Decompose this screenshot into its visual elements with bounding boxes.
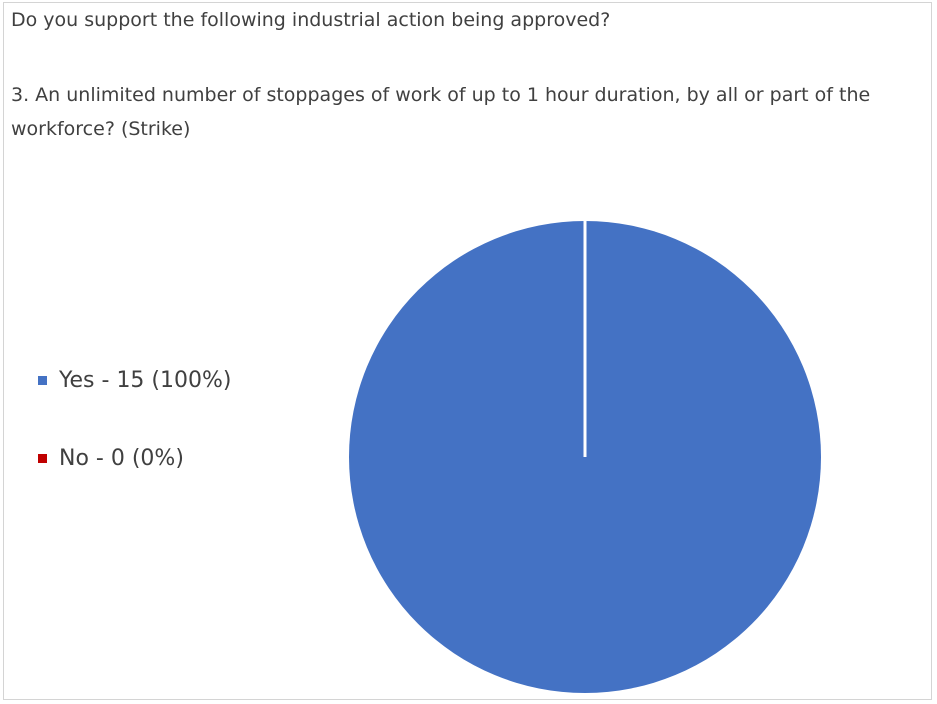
legend-swatch-no bbox=[38, 454, 47, 463]
chart-title: Do you support the following industrial … bbox=[11, 9, 611, 31]
legend-label-no: No - 0 (0%) bbox=[59, 446, 184, 471]
legend-entry-yes: Yes - 15 (100%) bbox=[38, 368, 232, 393]
legend-swatch-yes bbox=[38, 376, 47, 385]
chart-subtitle: 3. An unlimited number of stoppages of w… bbox=[11, 84, 871, 140]
legend-label-yes: Yes - 15 (100%) bbox=[59, 368, 232, 393]
legend-entry-no: No - 0 (0%) bbox=[38, 446, 184, 471]
